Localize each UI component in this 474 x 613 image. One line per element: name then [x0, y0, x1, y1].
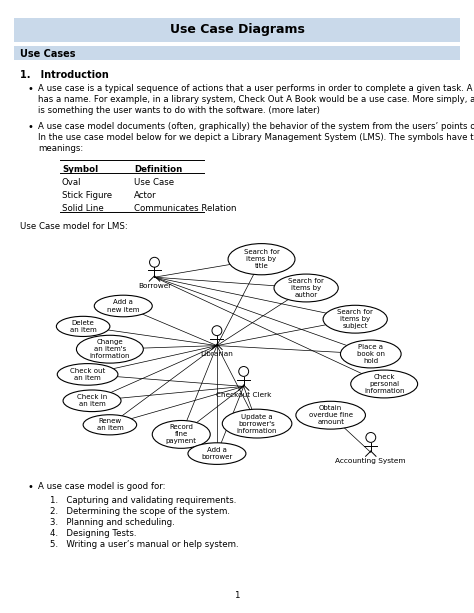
Text: 3.   Planning and scheduling.: 3. Planning and scheduling.	[50, 518, 175, 527]
Text: Actor: Actor	[134, 191, 156, 200]
Text: Place a
book on
hold: Place a book on hold	[357, 344, 385, 364]
Ellipse shape	[63, 390, 121, 411]
Text: Search for
items by
title: Search for items by title	[244, 249, 280, 269]
Text: Use Case: Use Case	[134, 178, 174, 187]
Text: 1: 1	[234, 591, 240, 600]
Text: In the use case model below for we depict a Library Management System (LMS). The: In the use case model below for we depic…	[38, 133, 474, 142]
Text: has a name. For example, in a library system, Check Out A Book would be a use ca: has a name. For example, in a library sy…	[38, 95, 474, 104]
Text: Check out
an item: Check out an item	[70, 368, 105, 381]
Text: Delete
an item: Delete an item	[70, 320, 97, 333]
Text: Use Cases: Use Cases	[20, 49, 75, 59]
Text: Search for
items by
subject: Search for items by subject	[337, 309, 373, 329]
Text: Use Case model for LMS:: Use Case model for LMS:	[20, 222, 128, 231]
Text: is something the user wants to do with the software. (more later): is something the user wants to do with t…	[38, 106, 320, 115]
Text: Update a
borrower's
information: Update a borrower's information	[237, 414, 277, 433]
Ellipse shape	[274, 274, 338, 302]
Text: Add a
new item: Add a new item	[107, 300, 139, 313]
Text: Checkout Clerk: Checkout Clerk	[216, 392, 272, 398]
Text: Renew
an item: Renew an item	[97, 418, 123, 432]
Ellipse shape	[56, 316, 110, 337]
Text: A use case model is good for:: A use case model is good for:	[38, 482, 165, 491]
Ellipse shape	[222, 409, 292, 438]
Text: Solid Line: Solid Line	[62, 204, 104, 213]
Text: •: •	[28, 482, 34, 492]
Text: 5.   Writing a user’s manual or help system.: 5. Writing a user’s manual or help syste…	[50, 540, 238, 549]
Text: Accounting System: Accounting System	[336, 458, 406, 464]
Text: Change
an item's
information: Change an item's information	[90, 339, 130, 359]
Text: Stick Figure: Stick Figure	[62, 191, 112, 200]
Ellipse shape	[340, 340, 401, 368]
Text: 1.   Introduction: 1. Introduction	[20, 70, 109, 80]
Text: Borrower: Borrower	[138, 283, 171, 289]
Ellipse shape	[57, 364, 118, 385]
Text: Check in
an item: Check in an item	[77, 394, 107, 407]
Text: Communicates Relation: Communicates Relation	[134, 204, 237, 213]
Ellipse shape	[152, 421, 210, 448]
Text: Record
fine
payment: Record fine payment	[166, 424, 197, 444]
Text: Symbol: Symbol	[62, 166, 98, 174]
Text: Use Case Diagrams: Use Case Diagrams	[170, 23, 304, 37]
Text: A use case is a typical sequence of actions that a user performs in order to com: A use case is a typical sequence of acti…	[38, 84, 474, 93]
Ellipse shape	[83, 415, 137, 435]
FancyBboxPatch shape	[14, 46, 460, 60]
Text: 4.   Designing Tests.: 4. Designing Tests.	[50, 529, 137, 538]
Ellipse shape	[188, 443, 246, 465]
Ellipse shape	[296, 402, 365, 429]
Text: Add a
borrower: Add a borrower	[201, 447, 233, 460]
Text: A use case model documents (often, graphically) the behavior of the system from : A use case model documents (often, graph…	[38, 122, 474, 131]
Text: Check
personal
information: Check personal information	[364, 374, 404, 394]
Ellipse shape	[94, 295, 152, 317]
FancyBboxPatch shape	[14, 18, 460, 42]
Text: Search for
items by
author: Search for items by author	[288, 278, 324, 298]
Ellipse shape	[228, 243, 295, 275]
Text: Obtain
overdue fine
amount: Obtain overdue fine amount	[309, 405, 353, 425]
Ellipse shape	[351, 370, 418, 398]
Text: 1.   Capturing and validating requirements.: 1. Capturing and validating requirements…	[50, 496, 237, 505]
Text: •: •	[28, 84, 34, 94]
Text: Definition: Definition	[134, 166, 182, 174]
Text: •: •	[28, 122, 34, 132]
Text: 2.   Determining the scope of the system.: 2. Determining the scope of the system.	[50, 507, 230, 516]
Ellipse shape	[323, 305, 387, 333]
Text: Oval: Oval	[62, 178, 82, 187]
Text: meanings:: meanings:	[38, 144, 83, 153]
Ellipse shape	[76, 335, 143, 363]
Text: Librarian: Librarian	[201, 351, 233, 357]
